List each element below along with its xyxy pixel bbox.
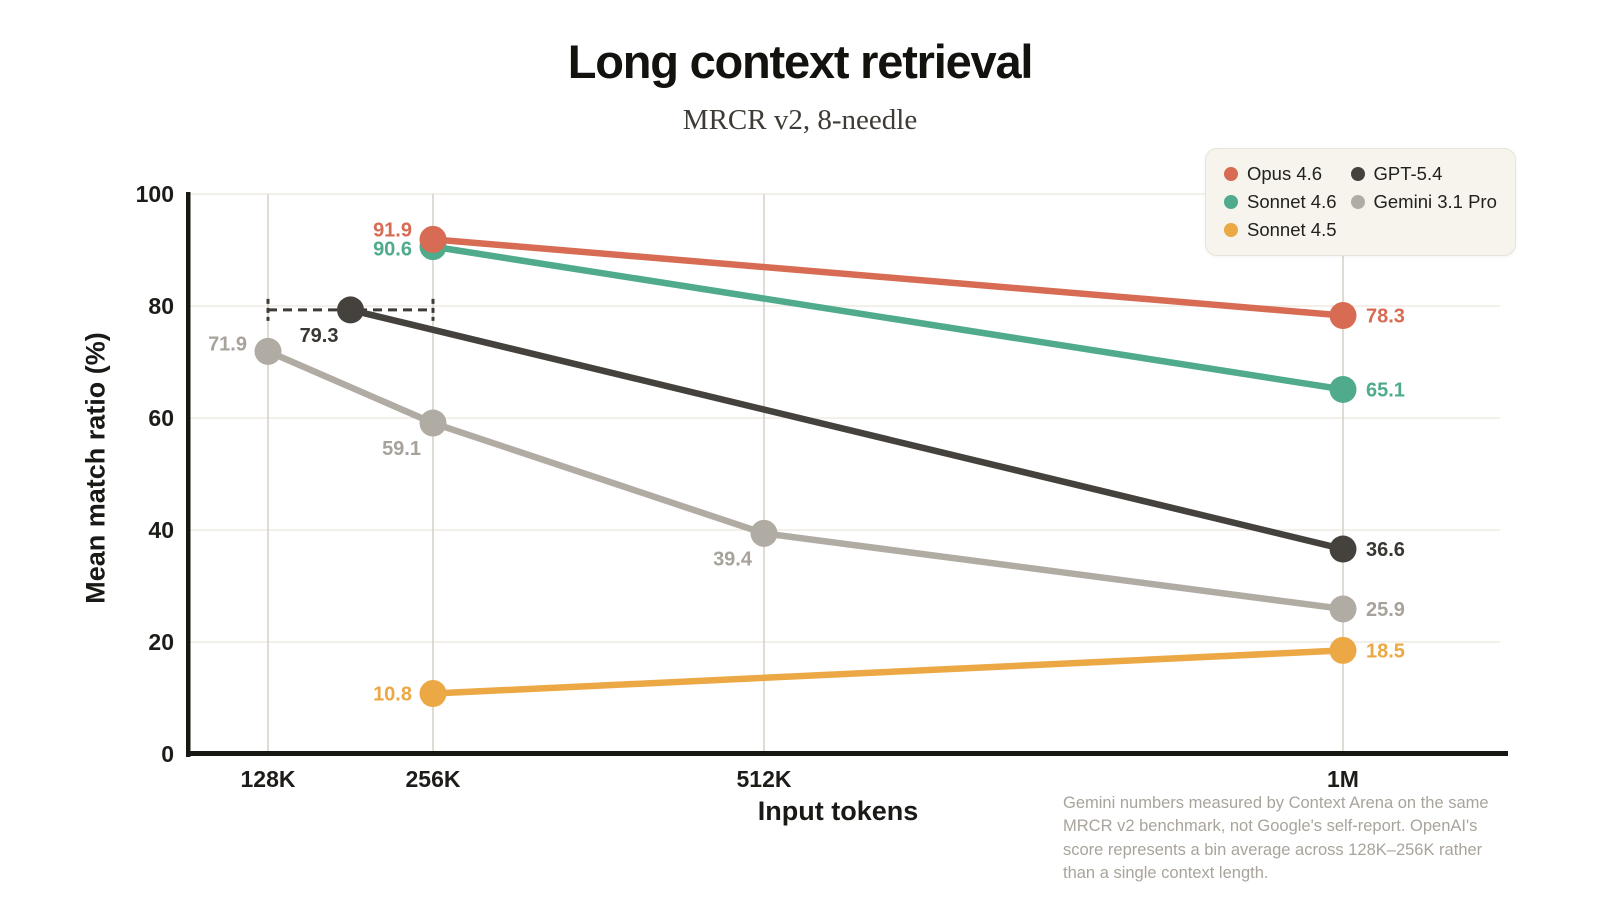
chart-title: Long context retrieval [567, 35, 1034, 88]
series-opus-4-6: 91.9 78.3 [373, 219, 1405, 330]
legend-item-sonnet-4-5: Sonnet 4.5 [1224, 219, 1337, 241]
x-axis-line [186, 751, 1508, 756]
series-gpt-5-4: 79.3 36.6 [266, 296, 1405, 563]
y-tick-label: 20 [148, 629, 174, 655]
legend-label: Gemini 3.1 Pro [1373, 191, 1497, 212]
legend-item-gemini-3-1-pro: Gemini 3.1 Pro [1350, 191, 1497, 213]
legend-label: Sonnet 4.5 [1247, 219, 1337, 240]
series-gemini-3-1-pro: 71.9 59.1 39.4 25.9 [208, 333, 1405, 623]
tick-labels: 0 20 40 60 80 100 128K 256K 512K 1M [136, 181, 1359, 792]
series-sonnet-4-6: 90.6 65.1 [373, 233, 1405, 403]
data-label: 71.9 [208, 333, 247, 355]
y-tick-label: 100 [136, 181, 174, 207]
data-label: 79.3 [300, 325, 339, 347]
series-line [429, 647, 1347, 697]
axes [186, 192, 1508, 757]
legend-label: GPT-5.4 [1373, 163, 1443, 184]
data-point [750, 519, 778, 547]
legend-column: Opus 4.6 Sonnet 4.6 Sonnet 4.5 [1224, 163, 1337, 241]
legend-item-opus-4-6: Opus 4.6 [1224, 163, 1337, 185]
legend-swatch-icon [1224, 195, 1238, 209]
data-point [1329, 535, 1357, 563]
series-line [264, 348, 1347, 613]
gridlines [190, 193, 1500, 753]
data-label: 36.6 [1366, 539, 1405, 561]
data-label: 78.3 [1366, 306, 1405, 328]
series-sonnet-4-5: 10.8 18.5 [373, 636, 1405, 708]
series-line [429, 243, 1347, 393]
data-point [419, 680, 447, 708]
y-tick-label: 0 [161, 741, 174, 767]
legend: Opus 4.6 Sonnet 4.6 Sonnet 4.5 GPT-5.4 Gemin… [1205, 148, 1516, 256]
data-point [337, 296, 364, 324]
data-point [1329, 636, 1357, 664]
series-line [429, 236, 1347, 319]
data-label: 25.9 [1366, 599, 1405, 621]
y-tick-label: 60 [148, 405, 174, 431]
y-tick-label: 40 [148, 517, 174, 543]
data-point [419, 409, 447, 437]
data-point [419, 225, 447, 253]
data-label: 18.5 [1366, 640, 1405, 662]
y-axis-line [186, 192, 191, 757]
x-axis-title: Input tokens [757, 796, 919, 826]
data-label: 10.8 [373, 684, 412, 706]
legend-label: Opus 4.6 [1247, 163, 1323, 184]
legend-column: GPT-5.4 Gemini 3.1 Pro [1350, 163, 1497, 241]
footnote: Gemini numbers measured by Context Arena… [1063, 794, 1489, 883]
data-point [1329, 302, 1357, 330]
legend-swatch-icon [1224, 223, 1238, 237]
legend-item-gpt-5-4: GPT-5.4 [1350, 163, 1497, 185]
y-axis-title: Mean match ratio (%) [80, 332, 111, 604]
data-label: 59.1 [382, 438, 421, 460]
x-tick-label: 256K [406, 766, 461, 792]
series-line [347, 306, 1347, 553]
x-tick-label: 128K [241, 766, 296, 792]
data-point [1329, 595, 1357, 623]
data-label: 91.9 [373, 219, 412, 241]
x-tick-label: 1M [1327, 766, 1359, 792]
data-point [254, 337, 282, 365]
chart-subtitle: MRCR v2, 8-needle [682, 104, 918, 136]
legend-swatch-icon [1224, 167, 1238, 181]
data-label: 39.4 [713, 548, 753, 570]
data-point [1329, 375, 1357, 403]
legend-swatch-icon [1350, 167, 1365, 181]
data-label: 65.1 [1366, 379, 1405, 401]
legend-item-sonnet-4-6: Sonnet 4.6 [1224, 191, 1337, 213]
x-tick-label: 512K [737, 766, 792, 792]
y-tick-label: 80 [148, 293, 174, 319]
legend-label: Sonnet 4.6 [1247, 191, 1337, 212]
legend-swatch-icon [1350, 195, 1365, 209]
data-label: 90.6 [373, 239, 412, 261]
